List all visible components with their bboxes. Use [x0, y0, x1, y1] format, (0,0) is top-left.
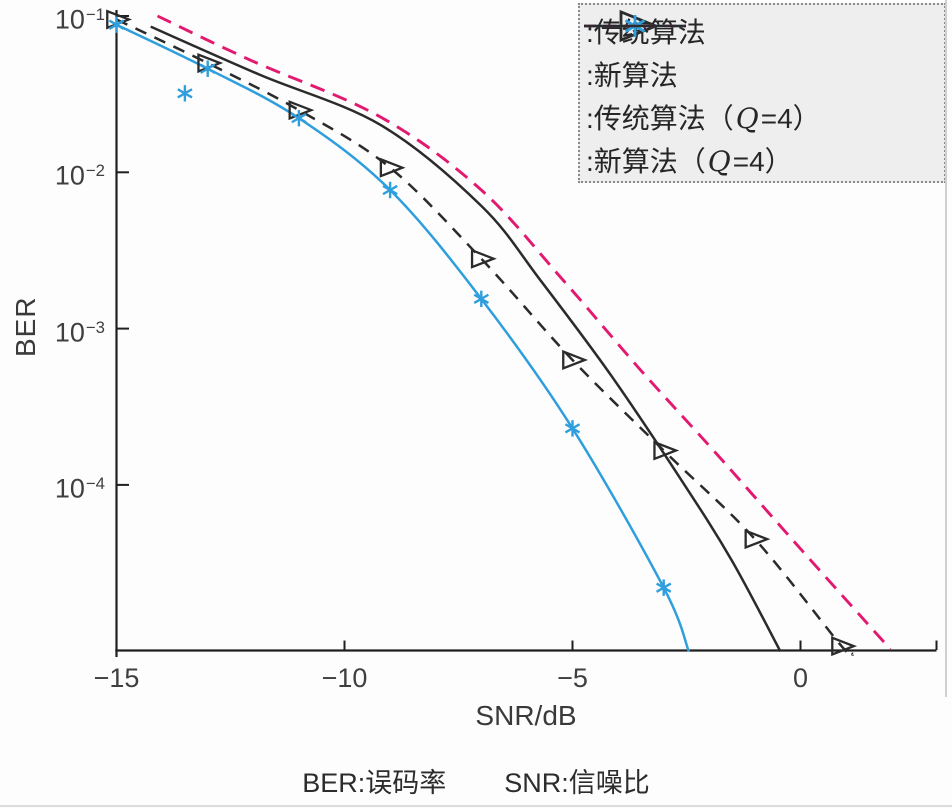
y-tick-label: 10−3 — [54, 317, 105, 348]
page-edge-line-right — [945, 0, 947, 697]
series-line-4 — [150, 25, 782, 652]
legend-item-2: :新算法 — [584, 15, 944, 95]
x-axis-label: SNR/dB — [475, 700, 577, 731]
y-tick-label: 10−4 — [54, 473, 105, 504]
series-line-1 — [115, 18, 855, 658]
asterisk-marker — [655, 579, 672, 596]
x-tick-label: −10 — [321, 663, 368, 693]
x-tick-label: −15 — [93, 663, 140, 693]
legend-label: :传统算法（Q=4） — [586, 101, 821, 135]
series-line-3 — [156, 14, 892, 651]
asterisk-marker — [177, 85, 193, 102]
asterisk-marker — [291, 109, 307, 127]
asterisk-marker — [382, 181, 398, 199]
caption-snr: SNR:信噪比 — [504, 768, 650, 798]
page-edge-line-bottom — [0, 805, 952, 807]
asterisk-marker — [108, 16, 125, 33]
y-tick-label: 10−1 — [54, 4, 105, 35]
triangle-marker — [831, 636, 858, 657]
triangle-marker — [653, 440, 680, 461]
triangle-marker — [562, 349, 589, 371]
legend-label: :新算法 — [586, 60, 678, 92]
triangle-marker — [470, 248, 497, 269]
asterisk-marker — [473, 290, 490, 308]
triangle-marker — [744, 529, 771, 550]
triangle-marker — [288, 100, 315, 121]
legend-label: :新算法（Q=4） — [586, 144, 793, 178]
asterisk-marker — [199, 60, 216, 77]
legend-item-4: :新算法（Q=4） — [584, 24, 944, 181]
y-tick-label: 10−2 — [54, 161, 105, 191]
legend: :传统算法:新算法:传统算法（Q=4）:新算法（Q=4） — [578, 3, 946, 183]
chart-caption: BER:误码率 SNR:信噪比 — [0, 761, 952, 800]
x-tick-label: 0 — [792, 663, 809, 693]
triangle-marker — [379, 157, 406, 178]
caption-ber: BER:误码率 — [302, 768, 447, 798]
x-tick-label: −5 — [557, 663, 588, 693]
legend-item-3: :传统算法（Q=4） — [584, 24, 944, 138]
asterisk-marker — [564, 420, 581, 437]
legend-swatch — [584, 24, 686, 28]
series-line-2 — [115, 23, 690, 652]
